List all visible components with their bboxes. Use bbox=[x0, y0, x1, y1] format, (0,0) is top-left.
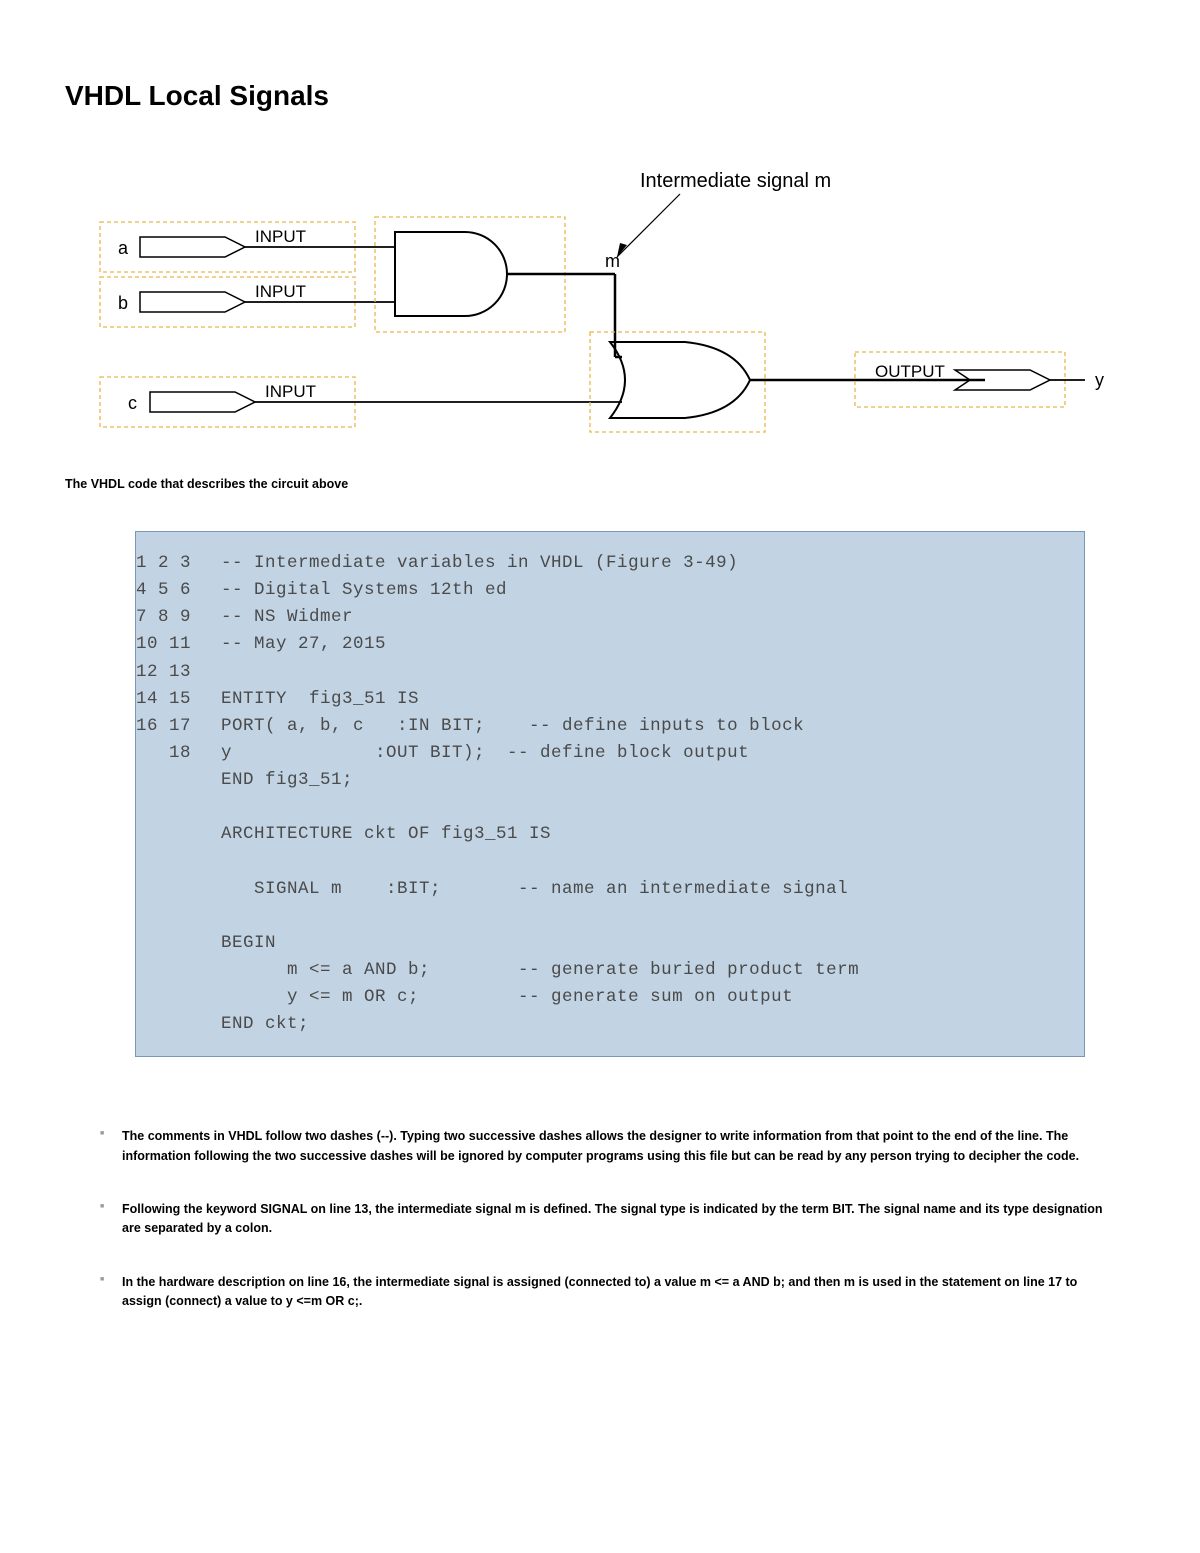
output-text: OUTPUT bbox=[875, 362, 945, 381]
input-b-text: INPUT bbox=[255, 282, 306, 301]
input-c-label: c bbox=[128, 393, 137, 413]
code-gutter: 1 2 3 4 5 6 7 8 9 10 11 12 13 14 15 16 1… bbox=[136, 550, 221, 1038]
page-title: VHDL Local Signals bbox=[65, 80, 1135, 112]
output-y-label: y bbox=[1095, 370, 1104, 390]
annotation-text: Intermediate signal m bbox=[640, 170, 831, 192]
note-item: The comments in VHDL follow two dashes (… bbox=[100, 1127, 1115, 1166]
diagram-caption: The VHDL code that describes the circuit… bbox=[65, 477, 1135, 491]
circuit-diagram: Intermediate signal m a INPUT b INPUT c … bbox=[85, 162, 1135, 447]
input-a-label: a bbox=[118, 238, 129, 258]
code-block: 1 2 3 4 5 6 7 8 9 10 11 12 13 14 15 16 1… bbox=[135, 531, 1085, 1057]
note-item: Following the keyword SIGNAL on line 13,… bbox=[100, 1200, 1115, 1239]
input-b-label: b bbox=[118, 293, 128, 313]
notes-list: The comments in VHDL follow two dashes (… bbox=[65, 1127, 1135, 1311]
code-lines: -- Intermediate variables in VHDL (Figur… bbox=[221, 550, 1084, 1038]
circuit-svg: Intermediate signal m a INPUT b INPUT c … bbox=[85, 162, 1125, 442]
input-c-text: INPUT bbox=[265, 382, 316, 401]
note-item: In the hardware description on line 16, … bbox=[100, 1273, 1115, 1312]
input-a-text: INPUT bbox=[255, 227, 306, 246]
signal-m-label: m bbox=[605, 251, 620, 271]
